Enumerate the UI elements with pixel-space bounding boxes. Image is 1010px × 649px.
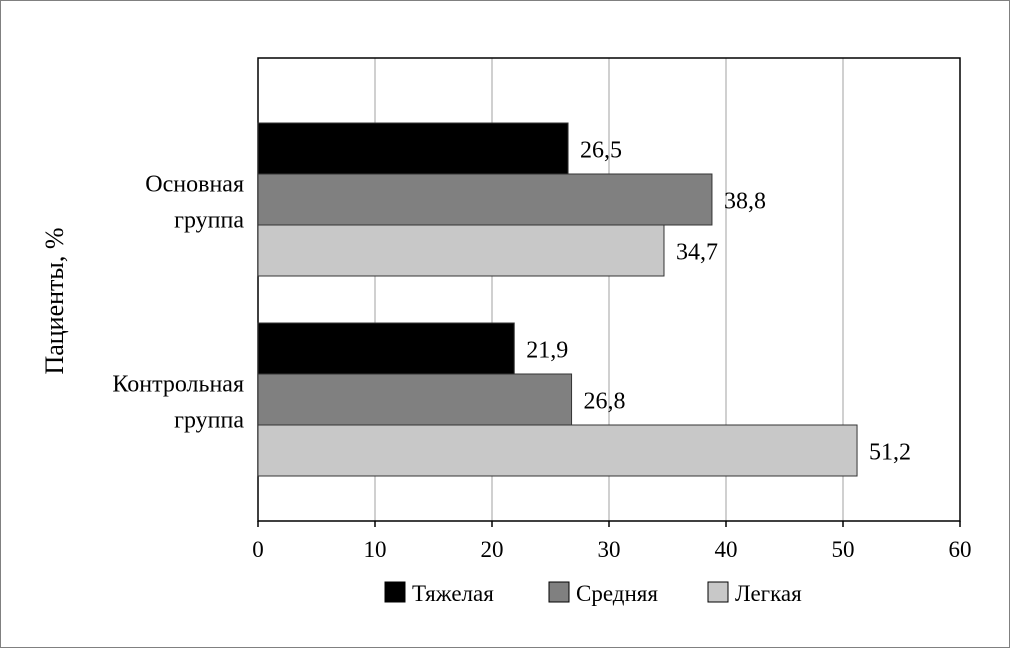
x-tick-label: 0 <box>252 537 264 562</box>
x-tick-label: 60 <box>949 537 972 562</box>
data-label: 38,8 <box>724 189 766 215</box>
x-tick-label: 50 <box>832 537 855 562</box>
category-label-line1: Основная <box>145 172 244 198</box>
bar-Тяжелая-0 <box>257 122 569 175</box>
legend-label-1: Средняя <box>576 581 658 606</box>
category-label-line1: Контрольная <box>112 372 244 398</box>
category-label-line2: группа <box>174 408 244 434</box>
bar-Средняя-0 <box>257 173 713 226</box>
x-tick-label: 10 <box>364 537 387 562</box>
data-label: 26,8 <box>584 389 626 415</box>
y-axis-label: Пациенты, % <box>40 227 69 374</box>
bar-Легкая-1 <box>257 424 858 477</box>
x-tick-label: 40 <box>715 537 738 562</box>
legend-label-0: Тяжелая <box>412 581 494 606</box>
category-label-line2: группа <box>174 208 244 234</box>
legend-swatch-2 <box>707 581 729 603</box>
legend-label-2: Легкая <box>735 581 802 606</box>
x-tick-label: 30 <box>598 537 621 562</box>
x-tick-label: 20 <box>481 537 504 562</box>
data-label: 26,5 <box>580 138 622 164</box>
data-label: 34,7 <box>676 240 718 266</box>
legend-swatch-0 <box>384 581 406 603</box>
data-label: 51,2 <box>869 440 911 466</box>
legend-swatch-1 <box>548 581 570 603</box>
bar-Средняя-1 <box>257 373 573 426</box>
bar-Легкая-0 <box>257 224 665 277</box>
bar-Тяжелая-1 <box>257 322 515 375</box>
data-label: 21,9 <box>526 338 568 364</box>
